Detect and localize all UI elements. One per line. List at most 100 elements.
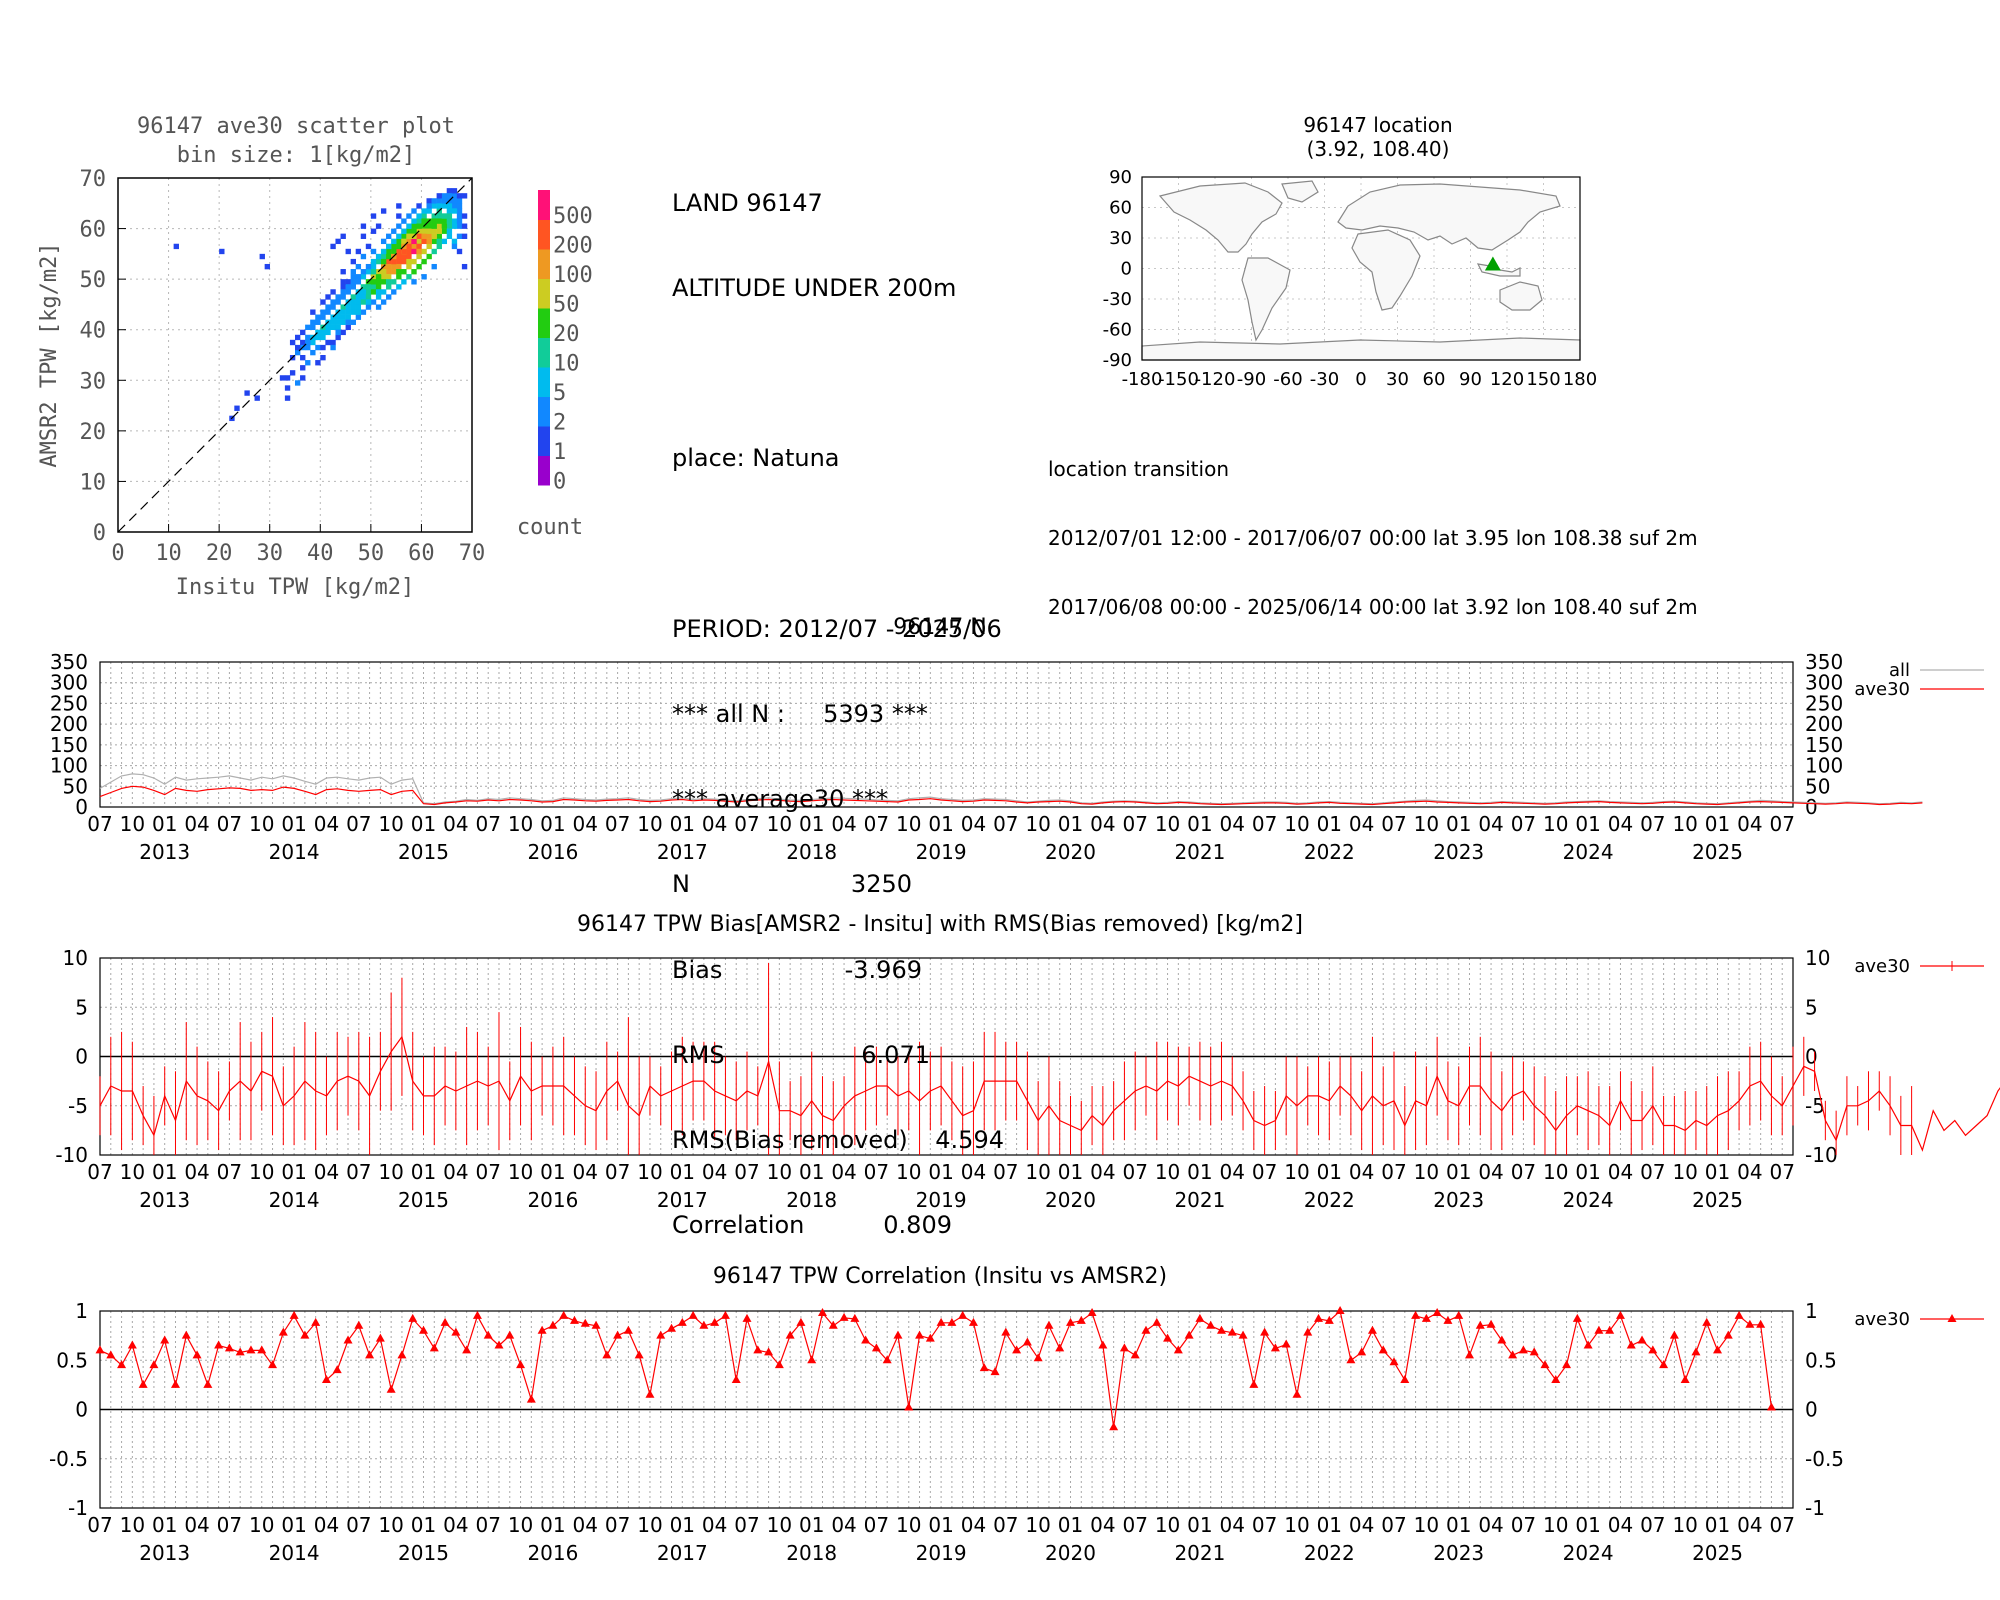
data-point-marker (375, 1333, 385, 1342)
month-tick-label: 01 (281, 1160, 306, 1184)
data-point-marker (397, 1350, 407, 1359)
y-tick-label-right: -5 (1805, 1094, 1825, 1118)
stat-row-bias: Bias -3.969 (672, 956, 1004, 984)
month-tick-label: 01 (928, 1513, 953, 1537)
colorbar-tick-label: 2 (553, 410, 566, 435)
data-point-marker (828, 1320, 838, 1329)
month-tick-label: 07 (734, 1513, 759, 1537)
data-point-marker (289, 1310, 299, 1319)
y-tick-label: 40 (80, 319, 107, 344)
data-point-marker (1529, 1347, 1539, 1356)
data-point-marker (214, 1340, 224, 1349)
data-point-marker (494, 1340, 504, 1349)
year-label: 2016 (527, 1541, 578, 1565)
month-tick-label: 07 (1122, 812, 1147, 836)
heatmap-cell (416, 233, 422, 239)
data-point-marker (742, 1313, 752, 1322)
data-point-marker (1012, 1345, 1022, 1354)
y-tick-label: 100 (50, 754, 88, 778)
heatmap-cell (451, 238, 458, 245)
month-tick-label: 07 (993, 1160, 1018, 1184)
heatmap-cell (456, 208, 463, 214)
heatmap-cell (396, 269, 402, 275)
data-point-marker (1249, 1379, 1259, 1388)
heatmap-cell (325, 309, 331, 315)
heatmap-cell (310, 309, 316, 315)
heatmap-cell (350, 269, 356, 275)
year-label: 2020 (1045, 1541, 1096, 1565)
month-tick-label: 01 (1058, 812, 1083, 836)
y-tick-label-right: 10 (1805, 946, 1830, 970)
month-tick-label: 10 (767, 812, 792, 836)
month-tick-label: 10 (896, 1160, 921, 1184)
month-tick-label: 10 (1025, 812, 1050, 836)
heatmap-cell (411, 218, 417, 224)
month-tick-label: 01 (1187, 1160, 1212, 1184)
heatmap-cell (431, 203, 437, 209)
heatmap-cell (350, 299, 356, 305)
heatmap-cell (375, 253, 382, 260)
y-tick-label: -0.5 (49, 1447, 88, 1471)
heatmap-cell (461, 223, 468, 229)
month-tick-label: 10 (1543, 812, 1568, 836)
stat-row-n: N 3250 (672, 870, 1004, 898)
month-tick-label: 10 (1284, 812, 1309, 836)
legend-label: ave30 (1854, 956, 1910, 977)
heatmap-cell (335, 314, 341, 320)
x-tick-label: 10 (155, 541, 182, 566)
data-point-marker (343, 1335, 353, 1344)
heatmap-cell (411, 238, 417, 245)
scatter-title: 96147 ave30 scatter plot (137, 114, 455, 139)
year-label: 2019 (916, 1188, 967, 1212)
heatmap-cell (406, 248, 412, 255)
month-tick-label: 10 (249, 1513, 274, 1537)
stat-label: N (672, 870, 690, 899)
heatmap-cell (330, 314, 336, 320)
colorbar-segment (538, 249, 550, 279)
data-point-marker (472, 1310, 482, 1319)
heatmap-cell (426, 243, 432, 250)
colorbar-segment (538, 337, 550, 368)
heatmap-cell (365, 294, 372, 300)
heatmap-cell (310, 349, 316, 356)
heatmap-cell (396, 238, 402, 245)
data-point-marker (440, 1317, 450, 1326)
heatmap-cell (350, 294, 356, 300)
heatmap-cell (406, 243, 412, 250)
year-label: 2024 (1563, 840, 1614, 864)
data-point-marker (1508, 1350, 1518, 1359)
heatmap-cell (456, 248, 463, 255)
heatmap-cell (446, 228, 453, 234)
x-tick-label: 30 (256, 541, 283, 566)
month-tick-label: 07 (1640, 1513, 1665, 1537)
month-tick-label: 07 (864, 1513, 889, 1537)
heatmap-cell (315, 329, 321, 336)
corr-chart-title: 96147 TPW Correlation (Insitu vs AMSR2) (713, 1264, 1167, 1289)
month-tick-label: 01 (1575, 1160, 1600, 1184)
x-tick-label: 150 (1526, 369, 1560, 390)
heatmap-cell (320, 329, 326, 336)
stat-value: 3250 (850, 870, 912, 899)
month-tick-label: 01 (1317, 1513, 1342, 1537)
data-point-marker (170, 1379, 180, 1388)
data-point-marker (667, 1323, 677, 1332)
month-tick-label: 04 (961, 1513, 986, 1537)
data-point-marker (915, 1330, 925, 1339)
heatmap-cell (360, 253, 367, 260)
data-point-marker (268, 1360, 278, 1369)
x-tick-label: 90 (1459, 369, 1482, 390)
scatter-frame (117, 177, 473, 533)
heatmap-cell (284, 385, 291, 391)
heatmap-cell (451, 208, 458, 214)
data-point-marker (580, 1318, 590, 1327)
heatmap-cell (426, 198, 432, 204)
data-point-marker (602, 1350, 612, 1359)
year-label: 2023 (1433, 840, 1484, 864)
heatmap-cell (365, 263, 372, 270)
year-label: 2022 (1304, 1541, 1355, 1565)
heatmap-cell (401, 253, 407, 260)
data-point-marker (774, 1360, 784, 1369)
heatmap-cell (436, 223, 442, 229)
month-tick-label: 07 (1381, 1160, 1406, 1184)
